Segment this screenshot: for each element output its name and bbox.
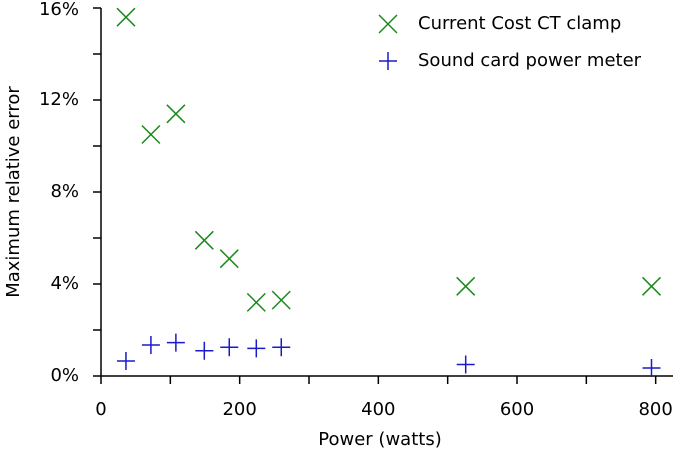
point [247, 339, 266, 358]
point [271, 290, 291, 310]
point [194, 230, 214, 250]
point [456, 355, 475, 374]
legend-marker [379, 52, 397, 70]
point [141, 335, 160, 354]
point [220, 338, 239, 357]
point [272, 338, 291, 357]
y-tick-label: 4% [50, 273, 79, 294]
point [219, 249, 239, 269]
y-tick-label: 8% [50, 181, 79, 202]
x-tick-label: 0 [95, 399, 106, 420]
x-tick-label: 200 [222, 399, 256, 420]
legend-marker [378, 14, 398, 34]
y-tick-label: 12% [39, 89, 79, 110]
y-tick-label: 16% [39, 0, 79, 20]
point [141, 124, 161, 145]
point [456, 276, 476, 296]
point [116, 352, 135, 371]
point [116, 7, 136, 27]
legend-label: Current Cost CT clamp [418, 13, 621, 34]
x-axis-label: Power (watts) [318, 429, 441, 450]
x-tick-label: 800 [638, 399, 672, 420]
point [195, 341, 214, 360]
legend-label: Sound card power meter [418, 50, 642, 71]
point [246, 292, 266, 312]
y-axis-label: Maximum relative error [3, 86, 24, 298]
x-tick-label: 600 [500, 399, 534, 420]
x-tick-label: 400 [361, 399, 395, 420]
point [166, 333, 185, 352]
point [166, 104, 186, 124]
y-tick-label: 0% [50, 365, 79, 386]
point [641, 276, 662, 296]
point [642, 358, 661, 377]
